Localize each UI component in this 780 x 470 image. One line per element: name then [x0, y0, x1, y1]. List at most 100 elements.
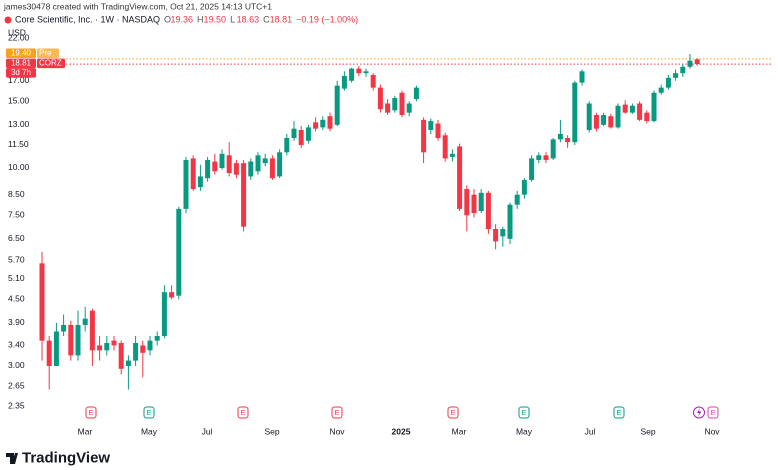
- candle-body: [500, 229, 506, 237]
- event-label: E: [521, 408, 526, 417]
- candle-body: [615, 105, 621, 128]
- candle-body: [233, 163, 239, 175]
- symbol-tag: [37, 48, 59, 58]
- x-tick-label: May: [516, 426, 533, 436]
- candle-body: [421, 119, 427, 153]
- candle-body: [61, 324, 67, 332]
- candle-body: [493, 229, 499, 242]
- candle-body: [694, 59, 700, 65]
- symbol-tag: [37, 58, 65, 69]
- candle-body: [118, 343, 124, 369]
- candle-body: [125, 360, 131, 366]
- y-tick-label: 2.35: [8, 400, 25, 410]
- brand: TradingView: [22, 449, 110, 466]
- y-tick-label: 6.50: [8, 233, 25, 243]
- candle-body: [471, 194, 477, 214]
- y-tick-label: 3.00: [8, 360, 25, 370]
- ohlc-key: L: [230, 14, 235, 24]
- ohlc-legend: O 19.36 H 19.50 L 18.63 C 18.81 −0.19 (−1.00%): [164, 14, 358, 24]
- candle-body: [305, 127, 311, 141]
- candle-body: [147, 340, 153, 351]
- candle-body: [622, 104, 628, 113]
- candle-body: [572, 82, 578, 143]
- price-tag: [6, 48, 36, 58]
- event-label: E: [334, 408, 339, 417]
- candle-body: [629, 105, 635, 113]
- candle-body: [262, 158, 268, 164]
- candle-body: [673, 73, 679, 78]
- candle-body: [341, 75, 347, 89]
- candle-body: [219, 153, 225, 168]
- candle-body: [449, 153, 455, 157]
- event-label: E: [146, 408, 151, 417]
- candle-body: [75, 324, 81, 356]
- event-marker: [518, 406, 530, 419]
- candle-body: [644, 112, 650, 122]
- event-marker: [613, 406, 625, 419]
- ohlc-value: 18.63: [237, 14, 260, 24]
- candle-body: [97, 345, 103, 351]
- chart-title: Core Scientific, Inc. · 1W · NASDAQ: [15, 14, 160, 24]
- candle-body: [327, 116, 333, 129]
- event-marker: [707, 406, 719, 419]
- x-tick-label: Mar: [78, 426, 93, 436]
- candle-body: [89, 310, 95, 351]
- candle-body: [169, 292, 175, 298]
- candle-body: [377, 87, 383, 110]
- candle-body: [291, 128, 297, 138]
- y-tick-label: 3.40: [8, 340, 25, 350]
- candle-body: [334, 85, 340, 125]
- candle-body: [241, 163, 247, 227]
- candle-body: [601, 115, 607, 125]
- candle-body: [140, 345, 146, 353]
- candle-body: [363, 71, 369, 74]
- candle-body: [529, 158, 535, 180]
- candle-body: [457, 146, 463, 209]
- candle-body: [53, 331, 59, 366]
- y-tick-label: 13.00: [8, 119, 30, 129]
- x-tick-label: Sep: [640, 426, 655, 436]
- change: −0.19 (−1.00%): [296, 14, 358, 24]
- price-tag-label: 18.81: [11, 59, 32, 68]
- candle-body: [478, 192, 484, 211]
- symbol-tag-label: Pre: [39, 49, 52, 58]
- ohlc-value: 19.36: [171, 14, 194, 24]
- ohlc-value: 18.81: [270, 14, 293, 24]
- y-tick-label: 10.00: [8, 162, 30, 172]
- candle-body: [543, 155, 549, 160]
- event-label: E: [88, 408, 93, 417]
- x-tick-label: Nov: [329, 426, 345, 436]
- candle-body: [320, 119, 326, 128]
- candle-body: [370, 75, 376, 88]
- x-tick-label: 2025: [392, 426, 411, 436]
- candle-body: [406, 103, 412, 113]
- y-tick-label: 5.10: [8, 273, 25, 283]
- event-label: E: [616, 408, 621, 417]
- candle-body: [269, 158, 275, 179]
- candle-body: [680, 66, 686, 74]
- candle-body: [608, 116, 614, 128]
- credit: james30478 created with TradingView.com,…: [3, 1, 272, 11]
- lightning-icon: [697, 408, 702, 417]
- event-marker: [143, 406, 155, 419]
- candle-body: [313, 122, 319, 129]
- logo-mark: [6, 453, 18, 464]
- candle-body: [248, 161, 254, 177]
- candle-body: [356, 68, 362, 74]
- ohlc-key: C: [263, 14, 270, 24]
- candle-body: [190, 158, 196, 190]
- candle-body: [428, 121, 434, 130]
- candle-body: [154, 336, 160, 341]
- candle-body: [593, 115, 599, 129]
- candle-body: [586, 103, 592, 130]
- symbol-tag-label: CORZ: [39, 59, 62, 68]
- y-tick-label: 5.70: [8, 255, 25, 265]
- candle-body: [39, 263, 45, 341]
- y-tick-label: 11.50: [8, 139, 29, 149]
- candle-body: [68, 324, 74, 356]
- candle-body: [658, 87, 664, 93]
- y-tick-label: 3.90: [8, 317, 25, 327]
